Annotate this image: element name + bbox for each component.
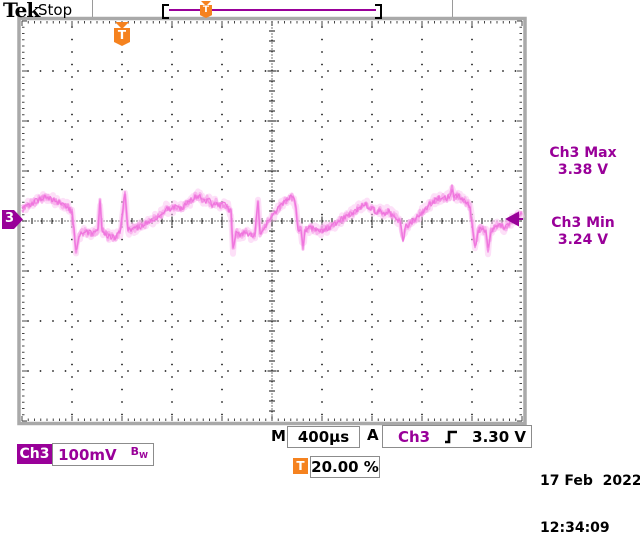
trigger-readout: Ch3 3.30 V — [382, 425, 532, 448]
trigger-source: Ch3 — [398, 427, 431, 446]
trigger-position-arrow-icon — [115, 22, 129, 29]
acquisition-status: Stop — [38, 1, 73, 19]
horizontal-position-readout: 20.00 % — [310, 456, 380, 478]
header-divider-right — [452, 0, 453, 17]
trigger-position-icon: T — [114, 28, 130, 46]
date-value: 17 Feb 2022 — [540, 473, 640, 489]
ch3-waveform-trace — [21, 188, 523, 251]
record-bar-line — [169, 9, 376, 11]
channel3-badge: Ch3 — [17, 444, 52, 464]
ch3-min-value: 3.24 V — [557, 232, 609, 248]
rising-edge-icon — [445, 430, 458, 443]
ch3-min-label: Ch3 Min — [551, 215, 615, 231]
horizontal-trigger-icon: T — [293, 458, 308, 474]
channel3-position-marker: 3 — [4, 211, 15, 226]
header-divider — [92, 0, 93, 17]
horizontal-position-value: 20.00 % — [311, 458, 379, 476]
ch3-max-label: Ch3 Max — [549, 145, 617, 161]
ch3-max-value: 3.38 V — [557, 162, 609, 178]
timebase-value: 400µs — [297, 428, 350, 446]
record-bar-right-bracket — [375, 4, 382, 19]
record-bar-trigger-icon: T — [200, 5, 212, 18]
tek-logo: Tek — [3, 0, 40, 22]
trigger-level-value: 3.30 V — [472, 427, 526, 446]
timebase-readout: 400µs — [287, 426, 360, 448]
bandwidth-limit-icon: BW — [130, 445, 148, 461]
time-value: 12:34:09 — [540, 519, 610, 536]
record-bar-left-bracket — [162, 4, 169, 19]
scope-display — [2, 16, 527, 426]
record-bar-trigger-arrow-icon — [201, 1, 211, 6]
timebase-label: M — [271, 427, 286, 445]
vertical-scale-readout: 100mV BW — [52, 443, 154, 466]
vertical-scale-value: 100mV — [58, 445, 117, 464]
datetime-readout: 17 Feb 2022 12:34:09 — [540, 443, 640, 552]
channel3-marker-icon — [2, 210, 23, 229]
trigger-mode-label: A — [367, 426, 379, 444]
trigger-level-arrow-icon — [505, 211, 519, 227]
